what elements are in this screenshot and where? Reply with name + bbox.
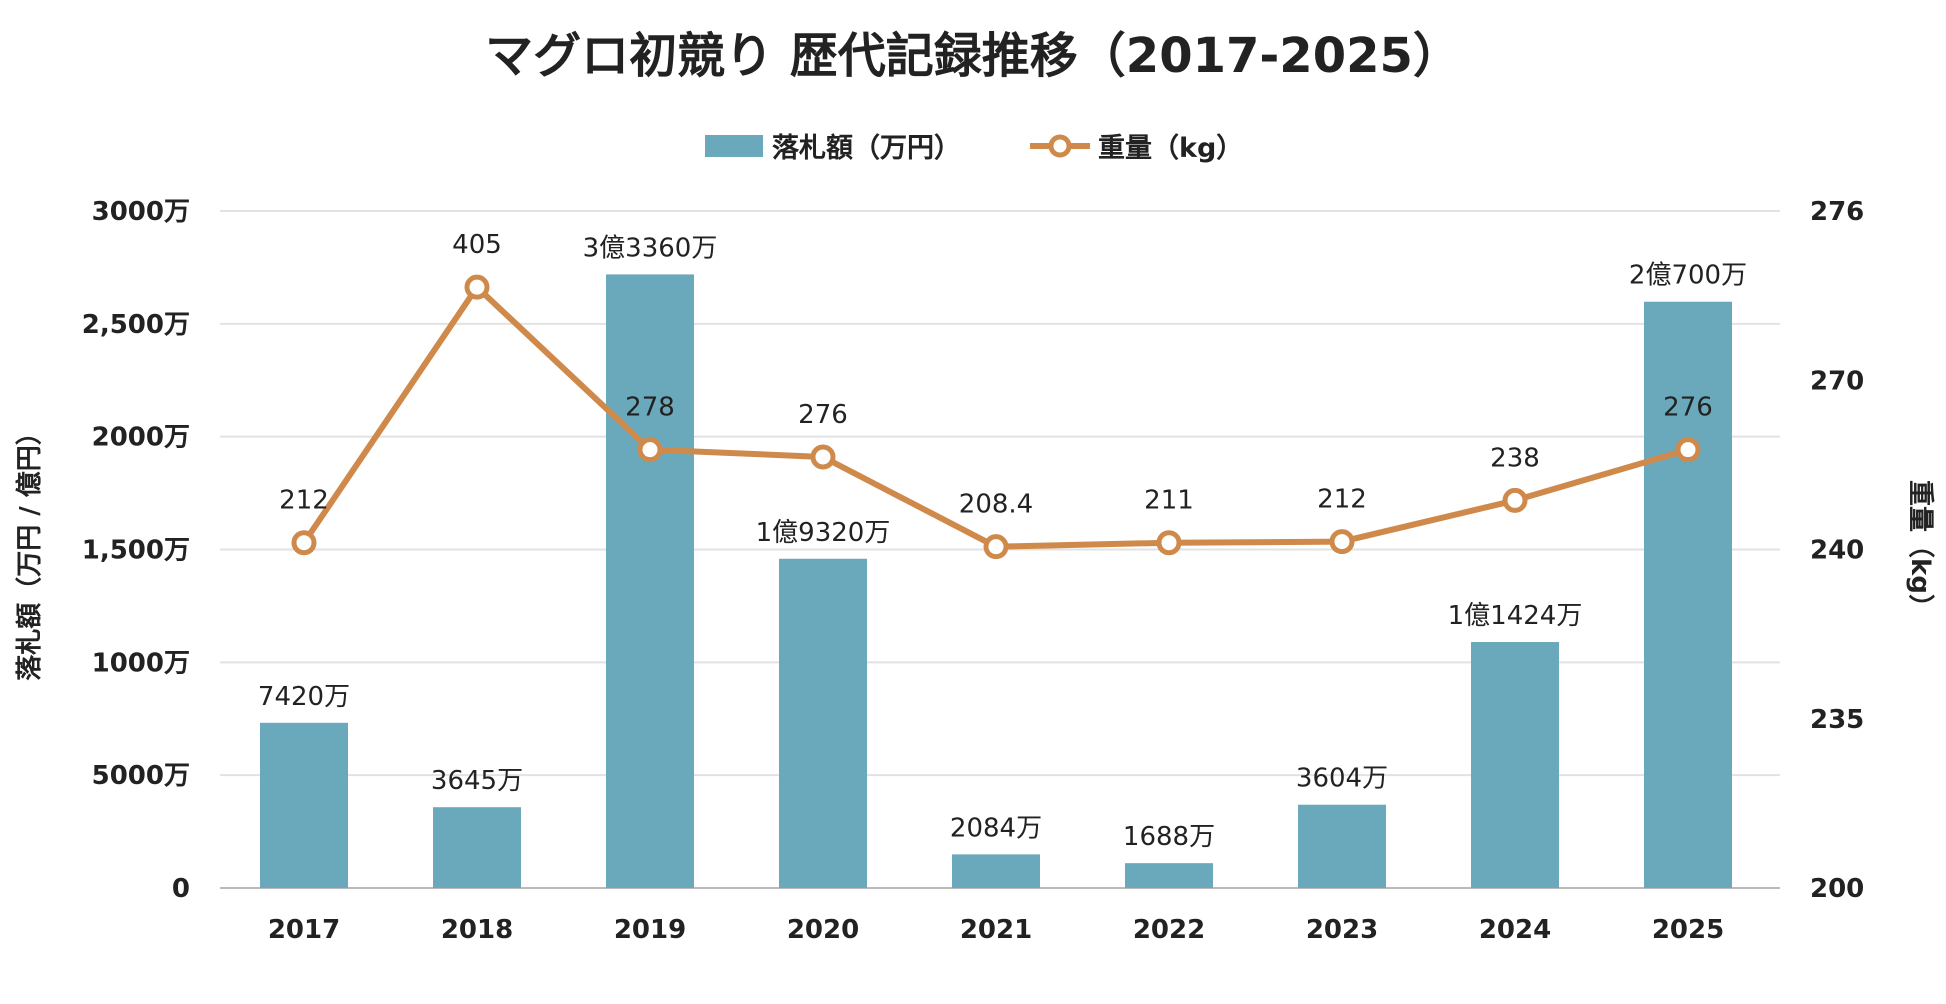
bar-value-label: 3645万 xyxy=(431,766,523,796)
bar-value-label: 2億700万 xyxy=(1629,261,1747,291)
bar-2018 xyxy=(433,807,521,888)
y-right-tick-label: 200 xyxy=(1810,874,1864,904)
weight-point-2019 xyxy=(637,437,663,463)
weight-point-2017 xyxy=(291,530,317,556)
weight-line xyxy=(291,274,1701,560)
x-tick-label: 2020 xyxy=(787,915,859,945)
y-right-tick-label: 240 xyxy=(1810,536,1864,566)
weight-value-label: 212 xyxy=(279,486,329,516)
legend-line-label: 重量（kg） xyxy=(1098,133,1243,164)
y-right-tick-label: 235 xyxy=(1810,705,1864,735)
weight-point-2023 xyxy=(1329,529,1355,555)
bar-value-label: 7420万 xyxy=(258,682,350,712)
x-tick-label: 2017 xyxy=(268,915,340,945)
x-tick-label: 2018 xyxy=(441,915,513,945)
bar-value-label: 3604万 xyxy=(1296,764,1388,794)
bar-2019 xyxy=(606,274,694,888)
bar-value-label: 2084万 xyxy=(950,813,1042,843)
axes: 0 5000万 1000万 1,500万 2000万 2,500万 3000万 200 235 2… xyxy=(82,197,1865,945)
x-tick-label: 2022 xyxy=(1133,915,1205,945)
weight-value-label: 276 xyxy=(798,400,848,430)
y-left-tick-label: 2,500万 xyxy=(82,310,190,340)
weight-point-2024 xyxy=(1502,487,1528,513)
weight-point-2025 xyxy=(1675,437,1701,463)
weight-point-2018 xyxy=(464,274,490,300)
x-tick-label: 2024 xyxy=(1479,915,1551,945)
bar-2021 xyxy=(952,854,1040,888)
y-right-tick-label: 270 xyxy=(1810,366,1864,396)
weight-value-label: 212 xyxy=(1317,485,1367,515)
bar-2023 xyxy=(1298,804,1386,888)
weight-value-label: 211 xyxy=(1144,486,1194,516)
y-right-tick-label: 276 xyxy=(1810,197,1864,227)
x-tick-label: 2021 xyxy=(960,915,1032,945)
bar-value-label: 1688万 xyxy=(1123,822,1215,852)
weight-value-label: 208.4 xyxy=(959,490,1033,520)
y-axis-right-label: 重量（kg） xyxy=(1905,480,1935,620)
y-left-tick-label: 5000万 xyxy=(92,761,190,791)
bar-2024 xyxy=(1471,642,1559,888)
weight-value-label: 405 xyxy=(452,230,502,260)
y-axis-left-label: 落札額（万円 / 億円） xyxy=(15,419,45,681)
x-tick-label: 2023 xyxy=(1306,915,1378,945)
y-left-tick-label: 3000万 xyxy=(92,197,190,227)
bar-2022 xyxy=(1125,863,1213,888)
bar-value-label: 1億1424万 xyxy=(1448,601,1583,631)
weight-value-label: 276 xyxy=(1663,393,1713,423)
y-left-tick-label: 1,500万 xyxy=(82,536,190,566)
y-left-tick-label: 1000万 xyxy=(92,648,190,678)
legend-bar-label: 落札額（万円） xyxy=(772,133,961,164)
weight-value-label: 238 xyxy=(1490,443,1540,473)
bar-2025 xyxy=(1644,301,1732,888)
legend-line-marker xyxy=(1048,134,1072,158)
bar-value-label: 1億9320万 xyxy=(756,518,891,548)
legend: 落札額（万円） 重量（kg） xyxy=(705,133,1243,164)
weight-value-label: 278 xyxy=(625,393,675,423)
legend-bar-swatch xyxy=(705,135,763,157)
bar-2020 xyxy=(779,558,867,888)
bar-value-label: 3億3360万 xyxy=(583,233,718,263)
bars xyxy=(260,274,1732,888)
weight-point-2021 xyxy=(983,534,1009,560)
weight-point-2022 xyxy=(1156,530,1182,556)
x-tick-label: 2025 xyxy=(1652,915,1724,945)
data-labels: 7420万 3645万 3億3360万 1億9320万 2084万 1688万 3604万 1… xyxy=(258,230,1747,852)
chart-title: マグロ初競り 歴代記録推移（2017-2025） xyxy=(485,28,1461,84)
y-left-tick-label: 2000万 xyxy=(92,423,190,453)
weight-point-2020 xyxy=(810,444,836,470)
bar-2017 xyxy=(260,722,348,888)
y-left-tick-label: 0 xyxy=(172,874,190,904)
x-tick-label: 2019 xyxy=(614,915,686,945)
